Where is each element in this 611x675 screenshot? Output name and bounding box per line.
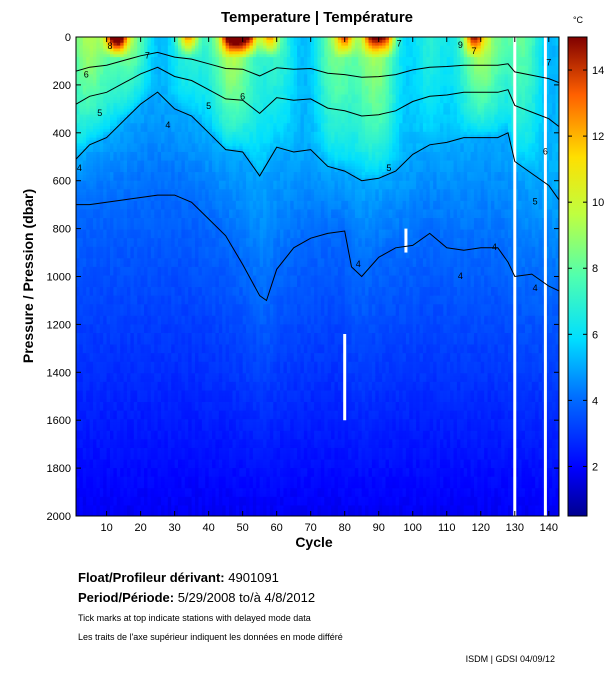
heatmap-cells xyxy=(76,37,560,518)
chart-title: Temperature | Température xyxy=(221,9,413,26)
temperature-section-chart: Temperature | Température 44444455556667… xyxy=(0,0,611,560)
